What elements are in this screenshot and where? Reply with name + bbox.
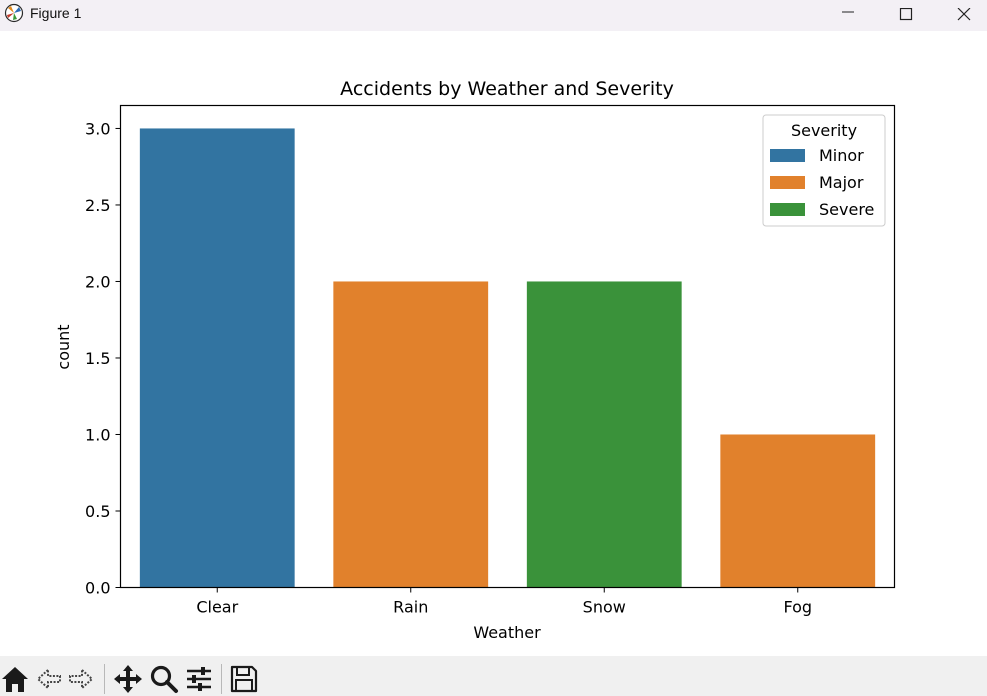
y-tick-label: 1.0	[85, 425, 110, 444]
close-button[interactable]	[935, 0, 987, 31]
app-icon	[4, 3, 24, 23]
x-tick-label: Snow	[583, 598, 626, 617]
legend-swatch-minor	[770, 149, 805, 162]
pan-icon[interactable]	[113, 664, 143, 694]
y-tick-label: 2.0	[85, 272, 110, 291]
y-tick-label: 1.5	[85, 349, 110, 368]
legend-box	[762, 114, 886, 227]
bar-fog	[720, 434, 876, 588]
home-icon[interactable]	[0, 664, 30, 694]
maximize-icon	[899, 8, 913, 21]
y-tick-label: 2.5	[85, 196, 110, 215]
x-tick-label: Rain	[393, 598, 428, 617]
bar-clear	[139, 128, 295, 588]
minimize-icon	[842, 11, 854, 13]
navigation-toolbar	[0, 656, 987, 696]
x-axis-label: Weather	[473, 623, 541, 642]
legend-title: Severity	[791, 121, 857, 140]
y-tick-label: 0.0	[85, 579, 110, 598]
forward-icon[interactable]	[66, 664, 96, 694]
x-axis: Clear Rain Snow Fog	[196, 587, 812, 617]
legend-entries: Minor Major Severe	[770, 146, 874, 219]
bars-layer	[139, 128, 876, 588]
window-title: Figure 1	[30, 5, 82, 21]
y-axis: 0.0 0.5 1.0 1.5 2.0 2.5 3.0	[85, 119, 121, 598]
x-tick-label: Clear	[196, 598, 238, 617]
figure-canvas[interactable]: Accidents by Weather and Severity 0.0 0.5…	[0, 31, 987, 656]
bar-chart: Accidents by Weather and Severity 0.0 0.5…	[54, 78, 896, 642]
save-icon[interactable]	[229, 664, 259, 694]
y-tick-label: 3.0	[85, 119, 110, 138]
legend-label-minor: Minor	[819, 146, 864, 165]
legend-swatch-severe	[770, 203, 805, 216]
bar-snow	[526, 281, 682, 588]
legend-label-severe: Severe	[819, 200, 874, 219]
legend-label-major: Major	[819, 173, 864, 192]
window-titlebar: Figure 1	[0, 0, 987, 31]
back-icon[interactable]	[34, 664, 64, 694]
legend-swatch-major	[770, 176, 805, 189]
y-axis-label: count	[54, 324, 73, 369]
maximize-button[interactable]	[877, 0, 935, 31]
toolbar-separator	[221, 664, 222, 694]
legend: Severity Minor Major Severe	[762, 114, 886, 227]
chart-title: Accidents by Weather and Severity	[340, 78, 674, 100]
x-tick-label: Fog	[783, 598, 812, 617]
y-tick-label: 0.5	[85, 502, 110, 521]
configure-subplots-icon[interactable]	[184, 664, 214, 694]
plot-frame	[119, 104, 896, 589]
minimize-button[interactable]	[819, 0, 877, 31]
close-icon	[957, 8, 971, 21]
zoom-icon[interactable]	[149, 664, 179, 694]
bar-rain	[333, 281, 489, 588]
toolbar-separator	[104, 664, 105, 694]
